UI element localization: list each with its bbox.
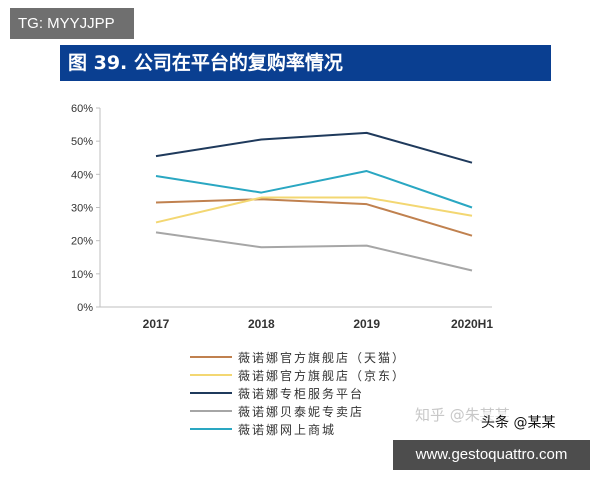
x-category-label: 2019 [353, 317, 380, 331]
legend-item: 薇诺娜贝泰妮专卖店 [190, 402, 406, 420]
legend-swatch [190, 374, 232, 376]
y-tick-label: 60% [71, 103, 93, 115]
legend-label: 薇诺娜专柜服务平台 [238, 386, 365, 401]
legend-swatch [190, 410, 232, 412]
legend-item: 薇诺娜官方旗舰店（京东） [190, 366, 406, 384]
x-category-label: 2020H1 [451, 317, 493, 331]
y-tick-label: 10% [71, 269, 93, 281]
chart-legend: 薇诺娜官方旗舰店（天猫） 薇诺娜官方旗舰店（京东） 薇诺娜专柜服务平台 薇诺娜贝泰妮专… [190, 348, 406, 438]
website-url-banner: www.gestoquattro.com [393, 440, 590, 470]
series-line-4 [155, 231, 473, 272]
legend-swatch [190, 356, 232, 358]
x-category-labels: 2017 2018 2019 2020H1 [143, 317, 494, 331]
legend-label: 薇诺娜官方旗舰店（京东） [238, 368, 407, 383]
y-tick-labels: 0% 10% 20% 30% 40% 50% 60% [71, 103, 100, 314]
series-line-2 [155, 196, 473, 224]
y-tick-label: 20% [71, 236, 93, 248]
toutiao-watermark: 头条 @某某 [481, 412, 556, 432]
legend-label: 薇诺娜官方旗舰店（天猫） [238, 350, 407, 365]
series-line-5 [155, 170, 473, 209]
legend-label: 薇诺娜网上商城 [238, 422, 337, 437]
series-line-3 [155, 131, 473, 164]
series-lines [155, 131, 473, 272]
series-line-1 [155, 198, 473, 237]
figure-title: 图 39. 公司在平台的复购率情况 [60, 45, 551, 81]
legend-label: 薇诺娜贝泰妮专卖店 [238, 404, 365, 419]
legend-item: 薇诺娜网上商城 [190, 420, 406, 438]
y-tick-label: 40% [71, 169, 93, 181]
y-tick-label: 0% [77, 302, 93, 314]
x-category-label: 2017 [143, 317, 170, 331]
tg-tag: TG: MYYJJPP [10, 8, 134, 39]
y-tick-label: 50% [71, 136, 93, 148]
legend-item: 薇诺娜专柜服务平台 [190, 384, 406, 402]
x-category-label: 2018 [248, 317, 275, 331]
legend-item: 薇诺娜官方旗舰店（天猫） [190, 348, 406, 366]
legend-swatch [190, 392, 232, 394]
legend-swatch [190, 428, 232, 430]
y-tick-label: 30% [71, 203, 93, 215]
